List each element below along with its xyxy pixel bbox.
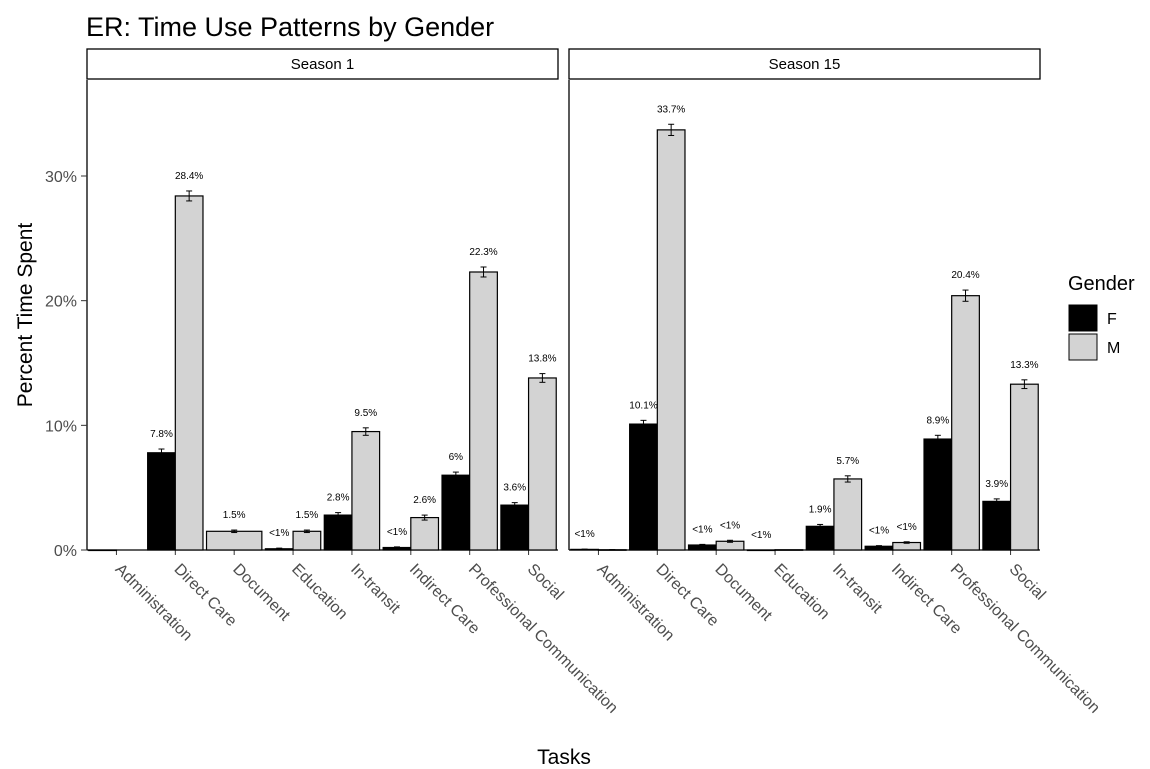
data-label: <1% xyxy=(751,530,771,541)
bar xyxy=(656,129,686,551)
bar xyxy=(147,452,176,551)
bar xyxy=(500,504,530,551)
x-tick-label: In-transit xyxy=(829,561,885,617)
data-label: <1% xyxy=(387,527,407,538)
data-label: 1.9% xyxy=(809,504,832,515)
data-label: 9.5% xyxy=(354,408,377,419)
bar xyxy=(441,474,471,551)
data-label: 5.7% xyxy=(836,456,859,467)
bar xyxy=(88,549,118,552)
y-axis-title: Percent Time Spent xyxy=(14,223,37,408)
data-label: 33.7% xyxy=(657,104,685,115)
bar xyxy=(410,516,440,551)
bar xyxy=(205,530,263,551)
bar xyxy=(323,514,353,551)
data-label: <1% xyxy=(574,529,594,540)
chart-title: ER: Time Use Patterns by Gender xyxy=(86,12,494,42)
data-label: 28.4% xyxy=(175,171,203,182)
bar xyxy=(351,430,381,551)
bar xyxy=(746,549,776,552)
bar xyxy=(805,525,835,551)
bar xyxy=(527,377,557,551)
x-tick-label: In-transit xyxy=(347,561,403,617)
bar xyxy=(174,195,204,551)
bar xyxy=(951,295,980,551)
strip xyxy=(568,48,1041,80)
x-tick-label: Education xyxy=(288,561,350,623)
y-tick-label: 30% xyxy=(45,169,77,186)
data-label: <1% xyxy=(269,528,289,539)
x-tick-label: Social xyxy=(1006,561,1049,604)
strip-label: Season 1 xyxy=(291,56,354,73)
data-label: 2.8% xyxy=(327,493,350,504)
legend-key xyxy=(1068,304,1098,332)
y-tick-label: 10% xyxy=(45,418,77,435)
data-label: 13.8% xyxy=(528,354,556,365)
legend: Gender FM xyxy=(1068,273,1135,361)
data-label: 20.4% xyxy=(951,270,979,281)
y-tick-label: 20% xyxy=(45,294,77,311)
strip xyxy=(86,48,559,80)
data-label: <1% xyxy=(692,524,712,535)
y-axis: 0% 10% 20% 30% xyxy=(45,169,87,560)
bar xyxy=(292,530,322,551)
y-tick-label: 0% xyxy=(54,543,77,560)
data-label: <1% xyxy=(869,526,889,537)
data-label: 3.6% xyxy=(503,483,526,494)
bar xyxy=(1009,383,1039,551)
legend-title: Gender xyxy=(1068,273,1135,295)
data-label: <1% xyxy=(896,522,916,533)
legend-key xyxy=(1068,333,1098,361)
bar xyxy=(982,500,1012,551)
bar xyxy=(774,549,804,551)
x-tick-label: Social xyxy=(524,561,567,604)
x-tick-label: Document xyxy=(229,561,293,625)
bar xyxy=(629,423,658,551)
data-label: 1.5% xyxy=(223,510,246,521)
x-tick-label: Document xyxy=(711,561,775,625)
data-label: 2.6% xyxy=(413,495,436,506)
data-label: 3.9% xyxy=(985,479,1008,490)
data-label: 7.8% xyxy=(150,429,173,440)
bar xyxy=(923,438,953,551)
data-label: <1% xyxy=(720,520,740,531)
data-label: 22.3% xyxy=(469,247,497,258)
strip-label: Season 15 xyxy=(769,56,841,73)
legend-label: F xyxy=(1107,311,1117,328)
data-label: 13.3% xyxy=(1010,360,1038,371)
data-label: 6% xyxy=(449,452,464,463)
x-tick-label: Education xyxy=(770,561,832,623)
data-label: 10.1% xyxy=(629,400,657,411)
bar xyxy=(469,271,498,551)
x-axis-title: Tasks xyxy=(537,746,591,769)
legend-label: M xyxy=(1107,340,1120,357)
data-label: 8.9% xyxy=(926,415,949,426)
data-label: 1.5% xyxy=(295,510,318,521)
bar xyxy=(833,478,863,551)
